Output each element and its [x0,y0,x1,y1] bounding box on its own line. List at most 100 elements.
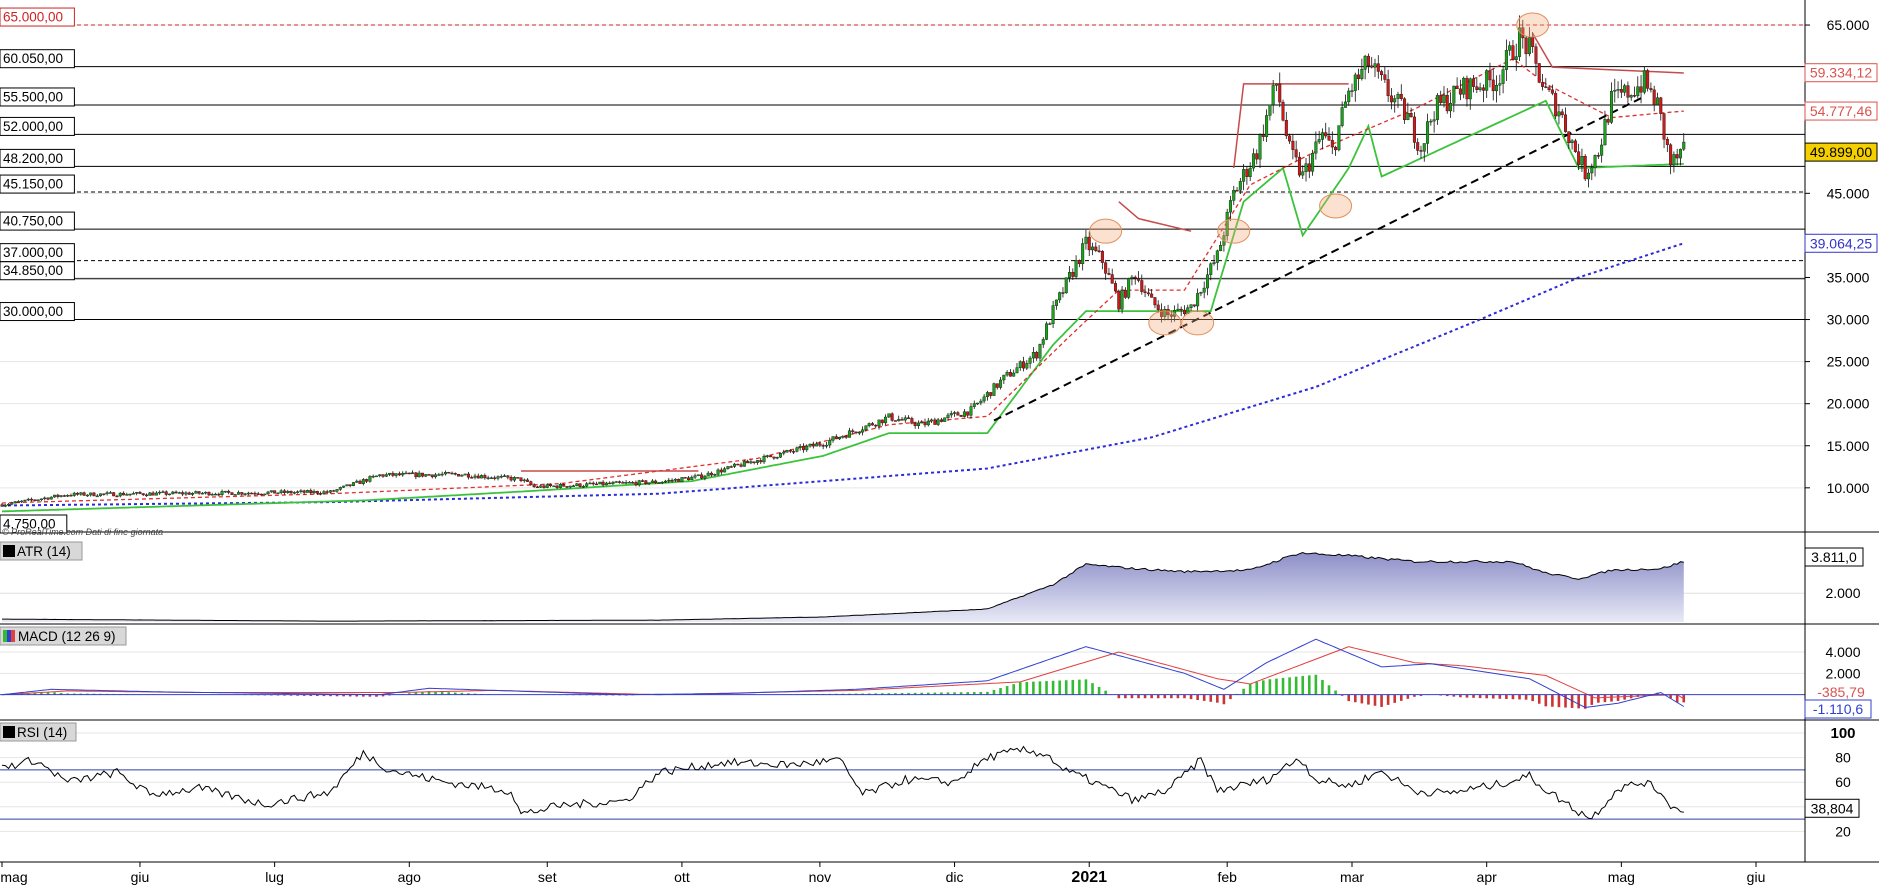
macd-histogram-bar [1117,694,1121,699]
candle-body [946,414,950,419]
candle-body [1202,287,1206,293]
candle-body [792,451,796,453]
candle-body [161,491,165,493]
macd-histogram-bar [1281,677,1285,695]
candle-body [1271,85,1275,106]
candle-body [1215,250,1219,263]
candle-body [62,495,66,497]
candle-body [342,485,346,488]
candle-body [578,483,582,487]
macd-histogram-bar [966,692,969,695]
candle-body [1025,363,1029,369]
rsi-label: RSI (14) [0,722,77,742]
candle-body [677,478,681,482]
x-tick-label: mag [0,869,27,885]
candle-body [1491,79,1495,92]
x-tick-label: mar [1340,869,1364,885]
candle-body [1255,153,1259,160]
macd-histogram-bar [381,694,385,697]
candle-body [151,492,155,496]
candle-body [1340,107,1344,126]
candle-body [99,493,103,497]
candle-body [910,418,914,424]
x-tick-label: dic [946,869,964,885]
candle-body [864,425,868,431]
candle-body [1409,113,1413,118]
candle-body [1205,274,1209,289]
atr-panel [2,551,1684,622]
time-axis: mag giu lug ago set ott nov dic 2021 feb mar apr mag… [0,862,1765,886]
candle-body [870,423,874,426]
candle-body [1281,101,1285,121]
level-label-text: 4.750,00 [3,517,56,532]
candle-body [1146,292,1150,295]
candle-body [861,429,865,433]
macd-histogram-bar [1524,694,1528,700]
candle-body [1609,91,1613,123]
y-tick-label: 15.000 [1827,438,1870,454]
candle-body [1048,323,1052,325]
candle-body [1278,83,1282,103]
macd-histogram-bar [440,691,444,695]
candle-body [424,474,428,477]
candle-body [305,490,309,493]
macd-histogram-bar [867,693,871,695]
candle-body [1081,243,1085,265]
macd-histogram-bar [1308,675,1311,695]
candle-body [1169,314,1173,317]
candle-body [26,498,30,501]
candle-body [1314,141,1318,154]
candle-body [1652,89,1656,106]
candle-body [1389,95,1393,103]
candle-body [1550,89,1554,94]
highlight-circle [1181,310,1215,336]
macd-histogram-bar [1583,694,1587,709]
y-tick-label: 35.000 [1827,269,1870,285]
candle-body [115,495,119,498]
candle-body [259,493,263,496]
candle-body [263,493,267,496]
macd-histogram-bar [421,691,424,695]
macd-histogram-bar [1393,694,1397,703]
candle-body [319,493,323,495]
candle-body [76,492,80,495]
candle-body [897,419,901,422]
macd-histogram-bar [1367,694,1370,705]
macd-histogram-bar [289,694,293,696]
macd-histogram-bar [1229,694,1232,700]
atr-value-badge: 3.811,0 [1804,547,1864,567]
candle-body [1123,289,1127,298]
candle-body [956,412,960,416]
macd-histogram-bar [1399,694,1403,701]
macd-histogram-bar [972,692,976,695]
x-tick-label: lug [265,869,284,885]
candle-body [39,498,43,501]
x-tick-label: apr [1477,869,1498,885]
macd-histogram-bar [1196,694,1199,700]
y-tick-label: 65.000 [1827,17,1870,33]
macd-histogram-bar [1386,694,1390,705]
macd-histogram-bar [1380,694,1383,707]
candle-body [1659,97,1663,114]
candle-body [266,491,270,495]
candle-body [703,475,707,479]
candle-body [486,477,490,480]
candle-body [1524,37,1528,55]
candle-body [276,492,280,495]
candle-body [1238,181,1242,191]
candle-body [1199,291,1203,294]
candle-body [1140,280,1144,292]
macd-histogram-bar [1275,678,1278,695]
candle-body [1196,293,1200,307]
candle-body [1426,121,1430,144]
candle-body [1458,88,1462,95]
candle-body [1133,276,1137,279]
candle-body [1373,63,1377,68]
candle-body [1573,140,1577,152]
atr-line [2,551,1684,622]
macd-histogram-bar [1156,694,1160,699]
macd-histogram-bar [1531,694,1534,702]
candle-body [0,504,4,507]
candle-body [1564,114,1568,132]
macd-histogram-bar [1018,682,1022,695]
